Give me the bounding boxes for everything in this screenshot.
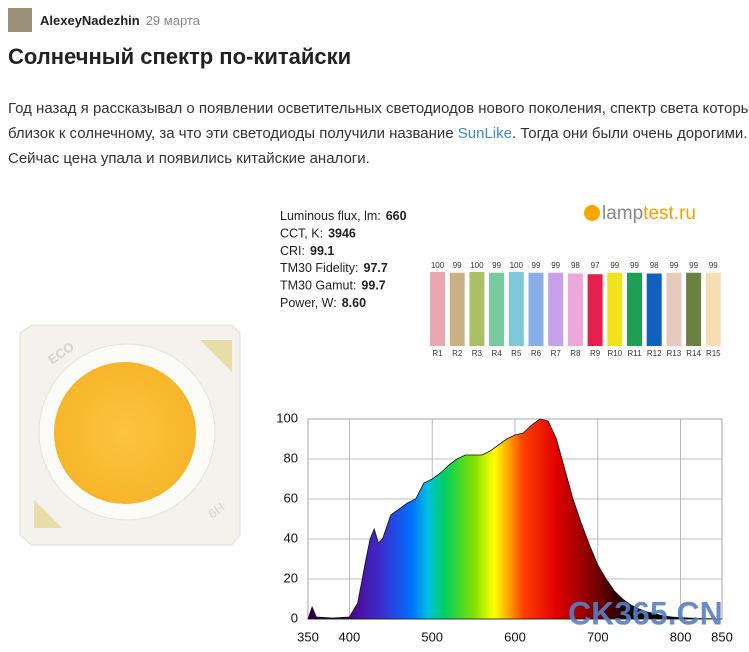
category-label: R13: [667, 349, 682, 358]
stat: TM30 Fidelity: 97.7: [280, 261, 388, 275]
value-label: 99: [630, 261, 639, 270]
bar: [607, 272, 623, 346]
value-label: 99: [669, 261, 678, 270]
x-tick-label: 600: [504, 629, 526, 644]
value-label: 99: [492, 261, 501, 270]
author[interactable]: AlexeyNadezhin: [40, 12, 140, 28]
category-label: R1: [432, 349, 443, 358]
date: 29 марта: [145, 12, 200, 28]
text: . Тогда они были очень дорогими. Сейчас …: [8, 125, 748, 167]
text: Год назад я рассказывал о появлении осве…: [8, 100, 749, 142]
stat-label: TM30 Gamut:: [280, 279, 356, 293]
bar: [646, 273, 662, 346]
value-label: 100: [510, 261, 524, 270]
value-label: 99: [551, 261, 560, 270]
bar: [666, 272, 682, 346]
value-label: 99: [709, 261, 718, 270]
value-label: 100: [431, 261, 445, 270]
value-label: 97: [591, 261, 600, 270]
post-text: Год назад я рассказывал о появлении осве…: [8, 96, 749, 171]
category-label: R9: [590, 349, 601, 358]
value-label: 98: [571, 261, 580, 270]
value-label: 99: [610, 261, 619, 270]
category-label: R14: [686, 349, 701, 358]
stat-value: 99.1: [310, 244, 334, 258]
bar: [548, 272, 564, 346]
stat: CCT, K: 3946: [280, 227, 356, 241]
stat-label: TM30 Fidelity:: [280, 261, 359, 275]
logo-part: test.ru: [643, 203, 696, 224]
bar: [469, 272, 485, 346]
bar: [449, 272, 465, 346]
x-tick-label: 850: [711, 629, 733, 644]
x-tick-label: 350: [297, 629, 319, 644]
x-tick-label: 800: [670, 629, 692, 644]
y-tick-label: 0: [291, 610, 298, 625]
stat-value: 3946: [328, 227, 356, 241]
bar: [567, 273, 583, 346]
post-header: AlexeyNadezhin 29 марта: [8, 8, 200, 32]
stat-label: Luminous flux, lm:: [280, 209, 381, 223]
y-tick-label: 40: [284, 530, 298, 545]
value-label: 100: [470, 261, 484, 270]
stat-value: 97.7: [364, 261, 388, 275]
link[interactable]: SunLike: [457, 125, 512, 142]
bar: [587, 274, 603, 346]
stat-value: 99.7: [361, 279, 385, 293]
bar: [489, 272, 505, 346]
stat-value: 660: [386, 209, 407, 223]
bar: [508, 272, 524, 346]
bar: [686, 272, 702, 346]
post-title: Солнечный спектр по-китайски: [8, 44, 352, 69]
logo-part: lamp: [602, 203, 643, 224]
spectrum-area: [307, 418, 723, 620]
category-label: R2: [452, 349, 463, 358]
category-label: R10: [607, 349, 622, 358]
logo: lamptest.ru: [584, 203, 696, 224]
stat: TM30 Gamut: 99.7: [280, 279, 386, 293]
y-tick-label: 100: [276, 410, 298, 425]
y-tick-label: 20: [284, 570, 298, 585]
stat-label: Power, W:: [280, 296, 337, 310]
stat-label: CCT, K:: [280, 227, 323, 241]
logo-text: lamptest.ru: [602, 203, 696, 224]
stat-label: CRI:: [280, 244, 305, 258]
stat-value: 8.60: [342, 296, 366, 310]
y-tick-label: 80: [284, 450, 298, 465]
x-tick-label: 500: [421, 629, 443, 644]
x-tick-label: 700: [587, 629, 609, 644]
category-label: R11: [627, 349, 642, 358]
category-label: R3: [472, 349, 483, 358]
category-label: R8: [570, 349, 581, 358]
category-label: R6: [531, 349, 542, 358]
y-tick-label: 60: [284, 490, 298, 505]
stat: Luminous flux, lm: 660: [280, 209, 407, 223]
bar: [627, 272, 642, 346]
category-label: R12: [647, 349, 662, 358]
category-label: R5: [511, 349, 522, 358]
category-label: R15: [706, 349, 721, 358]
avatar[interactable]: [8, 8, 32, 32]
bar: [430, 272, 445, 346]
value-label: 99: [453, 261, 462, 270]
bar: [705, 272, 721, 346]
stat: Power, W: 8.60: [280, 296, 366, 310]
stat: CRI: 99.1: [280, 244, 334, 258]
led-chip: ECO 6H: [19, 324, 241, 546]
category-label: R4: [491, 349, 502, 358]
bar: [528, 272, 544, 346]
category-label: R7: [551, 349, 562, 358]
value-label: 98: [650, 261, 659, 270]
watermark: CK365.CN: [568, 595, 723, 631]
x-tick-label: 400: [339, 629, 361, 644]
value-label: 99: [532, 261, 541, 270]
value-label: 99: [689, 261, 698, 270]
